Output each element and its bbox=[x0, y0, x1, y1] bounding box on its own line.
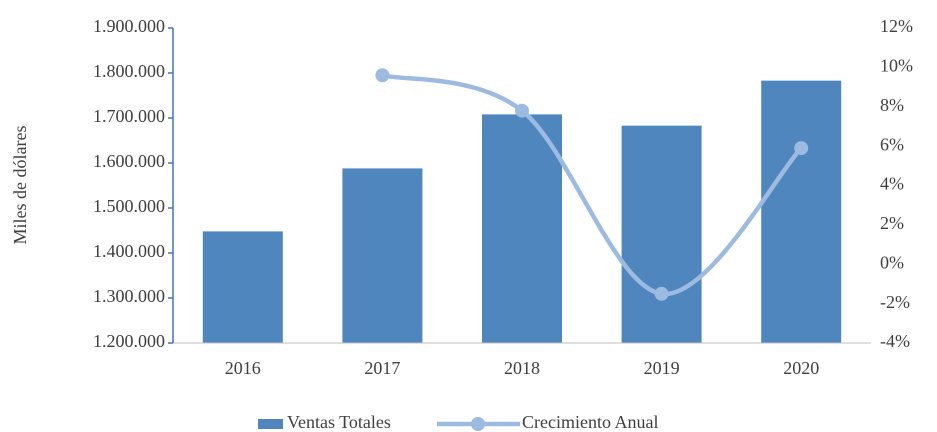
bar bbox=[342, 168, 423, 343]
y-tick-label: 1.400.000 bbox=[93, 241, 165, 261]
y2-tick-label: 4% bbox=[880, 174, 904, 194]
bar bbox=[621, 125, 702, 344]
y-tick-label: 1.500.000 bbox=[93, 196, 165, 216]
y2-tick-label: 10% bbox=[880, 56, 913, 76]
y-axis-label: Miles de dólares bbox=[10, 126, 30, 245]
y2-tick-label: -4% bbox=[880, 331, 910, 351]
x-tick-label: 2018 bbox=[504, 358, 540, 378]
line bbox=[380, 73, 804, 297]
legend-label: Ventas Totales bbox=[287, 412, 391, 432]
y2-tick-label: 2% bbox=[880, 213, 904, 233]
y2-tick-label: 6% bbox=[880, 134, 904, 154]
y-tick-label: 1.700.000 bbox=[93, 106, 165, 126]
bar bbox=[761, 80, 842, 344]
line-marker bbox=[794, 141, 809, 156]
y-tick-label: 1.900.000 bbox=[93, 16, 165, 36]
y2-tick-label: 8% bbox=[880, 95, 904, 115]
y-tick-label: 1.800.000 bbox=[93, 61, 165, 81]
x-tick-label: 2016 bbox=[225, 358, 261, 378]
x-tick-label: 2019 bbox=[644, 358, 680, 378]
line-marker bbox=[375, 68, 390, 83]
y-tick-label: 1.300.000 bbox=[93, 286, 165, 306]
legend-label: Crecimiento Anual bbox=[522, 412, 658, 432]
bar bbox=[482, 114, 562, 344]
line-marker bbox=[515, 103, 529, 118]
y2-tick-label: -2% bbox=[880, 292, 910, 312]
legend-swatch bbox=[258, 419, 283, 429]
bar bbox=[202, 231, 283, 343]
legend-swatch bbox=[471, 417, 485, 431]
x-tick-label: 2017 bbox=[364, 358, 400, 378]
x-tick-label: 2020 bbox=[783, 358, 819, 378]
y2-tick-label: 12% bbox=[880, 16, 913, 36]
y2-tick-label: 0% bbox=[880, 252, 904, 272]
line-marker bbox=[654, 286, 669, 301]
y-tick-label: 1.600.000 bbox=[93, 151, 165, 171]
y-tick-label: 1.200.000 bbox=[93, 331, 165, 351]
